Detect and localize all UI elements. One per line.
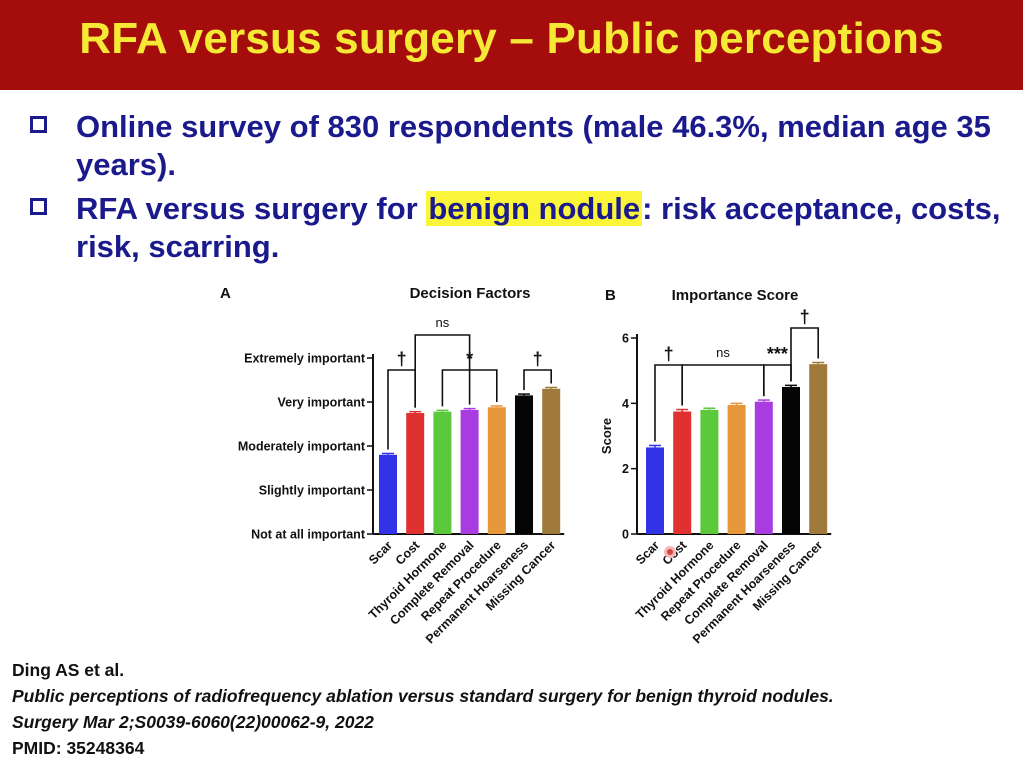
pointer-cursor-icon bbox=[664, 546, 676, 558]
bar-scar bbox=[379, 454, 397, 534]
significance-label: *** bbox=[767, 344, 788, 364]
significance-label: ns bbox=[436, 315, 450, 330]
bar-scar bbox=[646, 447, 664, 534]
reference-pmid: PMID: 35248364 bbox=[12, 738, 145, 758]
y-tick-label: Not at all important bbox=[251, 528, 366, 542]
chart-canvas: A Decision Factors Not at all important Sli… bbox=[220, 285, 832, 646]
bullet-text-pre: RFA versus surgery for bbox=[76, 191, 427, 226]
reference-journal: Surgery Mar 2;S0039-6060(22)00062-9, 202… bbox=[12, 712, 374, 732]
highlighted-term: benign nodule bbox=[426, 191, 643, 226]
title-bar: RFA versus surgery – Public perceptions bbox=[0, 0, 1023, 90]
bar-repeat-procedure bbox=[727, 404, 746, 534]
bar-missing-cancer bbox=[542, 388, 561, 534]
bar-cost bbox=[406, 413, 425, 534]
bar-thyroid-hormone bbox=[700, 409, 719, 534]
significance-label: ns bbox=[716, 345, 730, 360]
significance-bracket bbox=[790, 327, 819, 382]
y-tick-label: Slightly important bbox=[259, 484, 366, 498]
significance-label: † bbox=[800, 307, 810, 327]
checkbox-bullet-icon bbox=[30, 116, 47, 133]
y-tick-label: 4 bbox=[622, 397, 629, 411]
chart-title: Importance Score bbox=[672, 287, 799, 304]
bullet-list: Online survey of 830 respondents (male 4… bbox=[28, 108, 1008, 272]
significance-label: * bbox=[466, 349, 473, 369]
bar-missing-cancer bbox=[809, 364, 828, 534]
panel-label-B: B bbox=[605, 287, 616, 304]
y-tick-label: 0 bbox=[622, 528, 629, 542]
reference-title: Public perceptions of radiofrequency abl… bbox=[12, 686, 834, 706]
bullet-item: RFA versus surgery for benign nodule: ri… bbox=[28, 190, 1008, 266]
significance-label: † bbox=[664, 344, 674, 364]
reference-authors: Ding AS et al. bbox=[12, 660, 125, 680]
bar-complete-removal bbox=[460, 409, 479, 534]
charts-figure: A Decision Factors Not at all important Sli… bbox=[205, 280, 845, 670]
y-tick-label: 6 bbox=[622, 332, 629, 346]
bullet-text-post: : risk acceptance, costs, risk, scarring… bbox=[76, 191, 1001, 264]
significance-bracket bbox=[523, 369, 552, 391]
significance-label: † bbox=[533, 349, 543, 369]
checkbox-bullet-icon bbox=[30, 198, 47, 215]
significance-bracket bbox=[441, 369, 498, 407]
y-tick-label: Moderately important bbox=[238, 440, 366, 454]
y-tick-label: Extremely important bbox=[244, 352, 366, 366]
panel-label-A: A bbox=[220, 285, 231, 302]
reference-block: Ding AS et al. Public perceptions of rad… bbox=[12, 657, 834, 761]
bullet-item: Online survey of 830 respondents (male 4… bbox=[28, 108, 1008, 184]
bar-cost bbox=[673, 411, 692, 534]
bar-repeat-procedure bbox=[487, 407, 506, 534]
significance-bracket bbox=[681, 364, 765, 406]
y-tick-label: 2 bbox=[622, 462, 629, 476]
significance-label: † bbox=[397, 349, 407, 369]
bar-permanent-hoarseness bbox=[782, 387, 800, 534]
y-tick-label: Very important bbox=[277, 396, 365, 410]
bullet-text: Online survey of 830 respondents (male 4… bbox=[76, 109, 991, 182]
y-axis-label: Score bbox=[599, 418, 614, 454]
bar-thyroid-hormone bbox=[433, 411, 452, 534]
chart-title: Decision Factors bbox=[410, 285, 531, 302]
bar-permanent-hoarseness bbox=[515, 395, 533, 534]
slide-title: RFA versus surgery – Public perceptions bbox=[79, 14, 944, 63]
bar-complete-removal bbox=[754, 401, 773, 534]
x-tick-label: Scar bbox=[633, 538, 662, 567]
x-tick-label: Scar bbox=[366, 538, 395, 567]
